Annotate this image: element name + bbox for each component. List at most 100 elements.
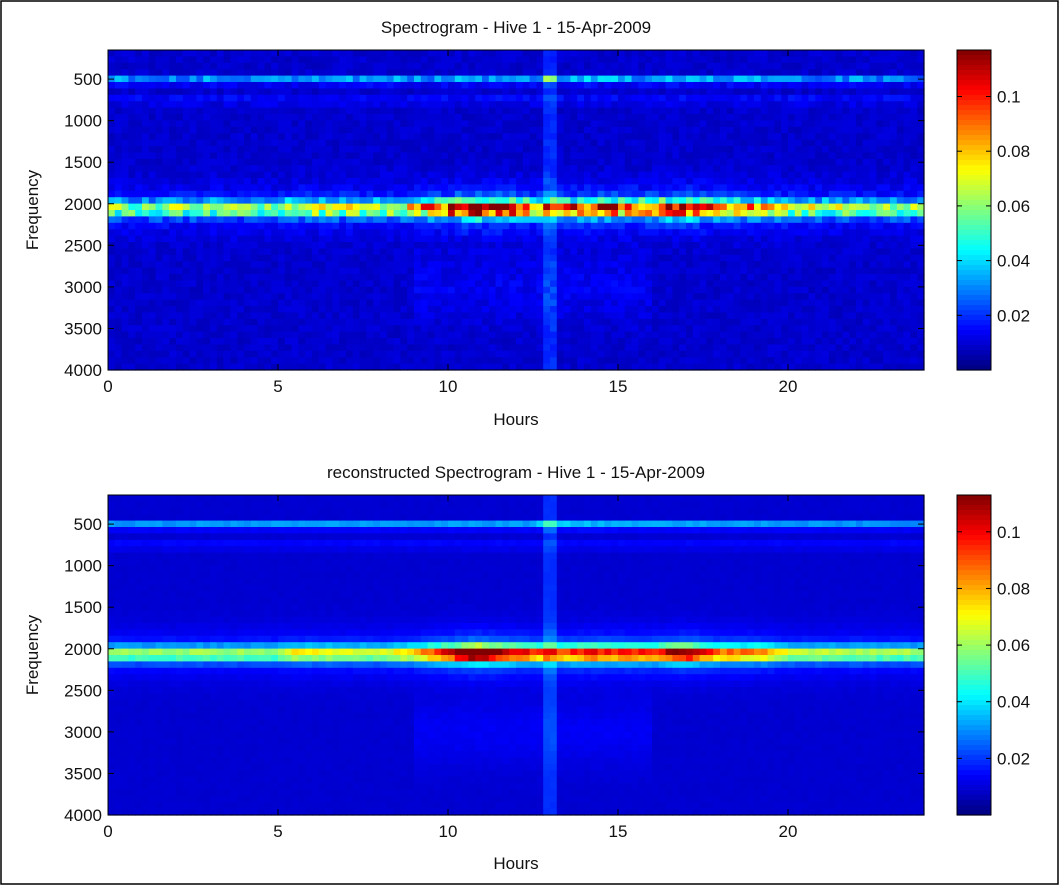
heatmap-cell — [563, 190, 571, 198]
heatmap-cell — [298, 216, 306, 224]
heatmap-cell — [284, 126, 293, 134]
heatmap-cell — [346, 165, 354, 173]
heatmap-cell — [726, 325, 735, 333]
heatmap-cell — [312, 165, 320, 173]
heatmap-cell — [706, 203, 714, 211]
heatmap-cell — [298, 248, 306, 256]
heatmap-cell — [577, 69, 585, 77]
heatmap-cell — [169, 306, 177, 313]
heatmap-cell — [223, 325, 231, 333]
heatmap-cell — [726, 267, 735, 275]
heatmap-cell — [223, 133, 231, 141]
heatmap-cell — [699, 171, 707, 179]
heatmap-cell — [590, 357, 599, 365]
heatmap-cell — [407, 139, 415, 147]
heatmap-cell — [393, 357, 401, 365]
heatmap-cell — [420, 171, 429, 179]
heatmap-cell — [162, 229, 170, 237]
heatmap-cell — [121, 152, 129, 160]
heatmap-cell — [210, 274, 218, 281]
heatmap-cell — [624, 210, 633, 217]
heatmap-cell — [427, 152, 435, 160]
heatmap-cell — [516, 293, 524, 301]
heatmap-cell — [386, 299, 395, 307]
heatmap-cell — [223, 254, 231, 262]
heatmap-cell — [223, 88, 231, 96]
heatmap-cell — [468, 363, 476, 371]
heatmap-cell — [509, 165, 517, 173]
heatmap-cell — [516, 126, 524, 134]
heatmap-cell — [346, 171, 354, 179]
heatmap-cell — [448, 350, 456, 358]
heatmap-cell — [155, 197, 163, 205]
heatmap-cell — [550, 242, 558, 249]
heatmap-cell — [543, 139, 551, 147]
heatmap-cell — [182, 350, 191, 358]
heatmap-cell — [196, 216, 204, 224]
heatmap-cell — [244, 299, 252, 307]
heatmap-cell — [359, 267, 367, 275]
heatmap-cell — [713, 56, 721, 64]
heatmap-cell — [754, 133, 762, 141]
heatmap-cell — [148, 171, 157, 179]
heatmap-cell — [414, 254, 422, 262]
heatmap-cell — [692, 75, 701, 83]
heatmap-cell — [754, 306, 762, 313]
heatmap-cell — [380, 325, 388, 333]
heatmap-cell — [441, 261, 449, 269]
heatmap-cell — [298, 69, 306, 77]
heatmap-cell — [760, 101, 769, 109]
heatmap-cell — [522, 190, 531, 198]
heatmap-cell — [502, 190, 510, 198]
heatmap-cell — [624, 299, 633, 307]
heatmap-cell — [216, 357, 225, 365]
heatmap-cell — [271, 120, 279, 128]
heatmap-cell — [448, 75, 456, 83]
heatmap-cell — [441, 274, 449, 281]
heatmap-cell — [135, 94, 143, 102]
heatmap-cell — [590, 69, 599, 77]
heatmap-cell — [584, 344, 592, 352]
heatmap-cell — [291, 235, 299, 243]
heatmap-cell — [536, 171, 544, 179]
heatmap-cell — [733, 235, 741, 243]
heatmap-cell — [244, 344, 252, 352]
heatmap-cell — [475, 82, 483, 89]
heatmap-cell — [740, 165, 748, 173]
heatmap-cell — [672, 197, 680, 205]
heatmap-cell — [454, 56, 463, 64]
heatmap-cell — [522, 171, 531, 179]
heatmap-cell — [216, 126, 225, 134]
heatmap-cell — [148, 363, 157, 371]
heatmap-cell — [720, 75, 728, 83]
heatmap-cell — [223, 197, 231, 205]
heatmap-cell — [128, 312, 136, 320]
heatmap-cell — [563, 248, 571, 256]
heatmap-cell — [658, 184, 667, 192]
heatmap-cell — [427, 62, 435, 70]
heatmap-cell — [726, 126, 735, 134]
heatmap-cell — [740, 88, 748, 96]
heatmap-cell — [516, 50, 524, 57]
heatmap-cell — [312, 88, 320, 96]
heatmap-cell — [516, 133, 524, 141]
heatmap-cell — [352, 82, 361, 89]
heatmap-cell — [203, 293, 211, 301]
heatmap-cell — [488, 82, 497, 89]
heatmap-cell — [400, 235, 408, 243]
heatmap-cell — [414, 312, 422, 320]
heatmap-cell — [257, 235, 265, 243]
heatmap-cell — [250, 350, 259, 358]
heatmap-cell — [135, 210, 143, 217]
heatmap-cell — [529, 344, 537, 352]
heatmap-cell — [597, 280, 605, 288]
heatmap-cell — [699, 350, 707, 358]
heatmap-cell — [747, 331, 755, 339]
heatmap-cell — [556, 88, 565, 96]
heatmap-cell — [570, 222, 578, 230]
heatmap-cell — [774, 254, 782, 262]
heatmap-cell — [597, 216, 605, 224]
heatmap-cell — [278, 325, 286, 333]
heatmap-cell — [386, 267, 395, 275]
heatmap-cell — [516, 306, 524, 313]
